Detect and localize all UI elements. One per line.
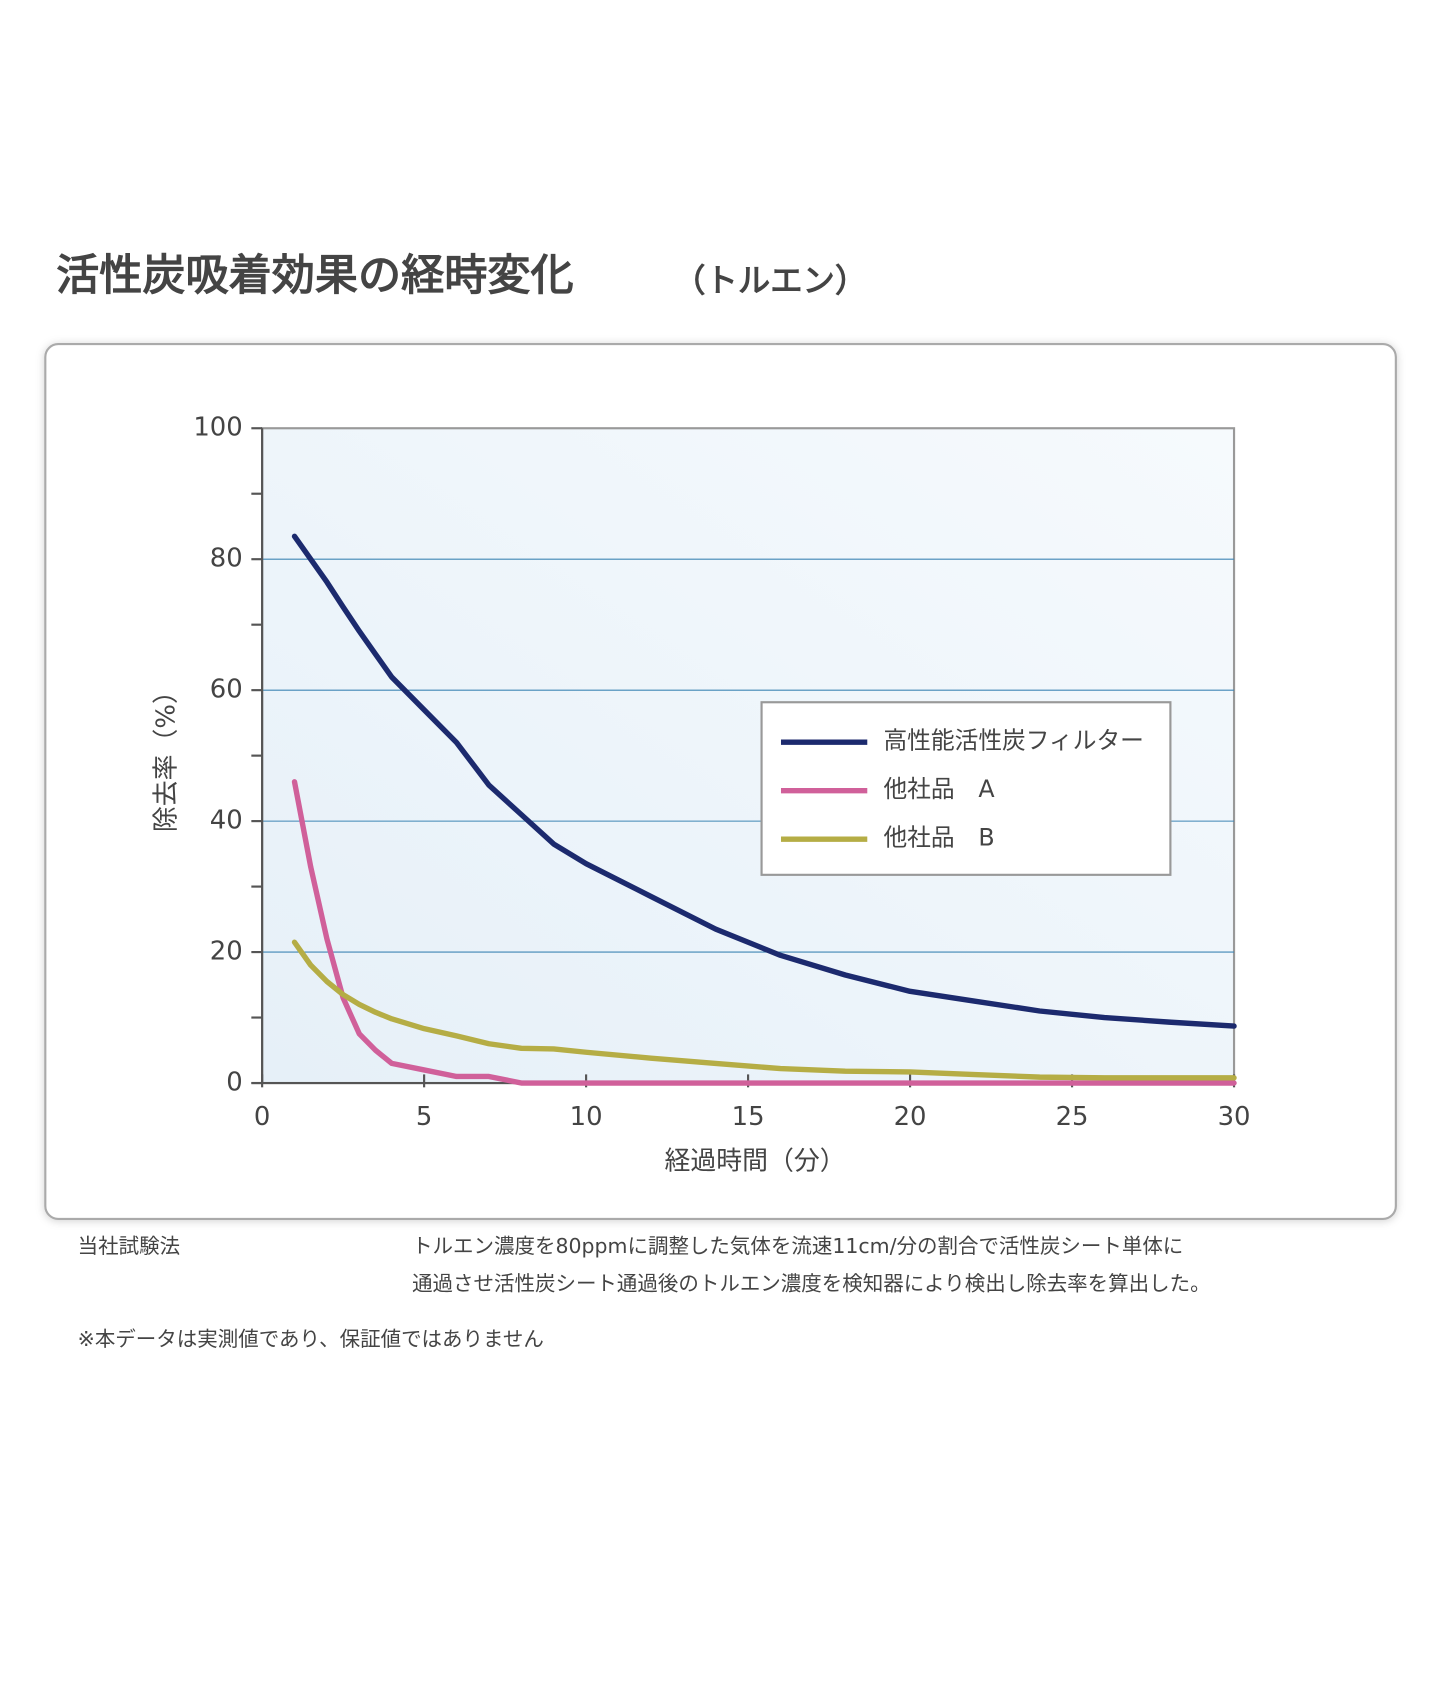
series-line bbox=[291, 939, 1237, 1081]
chart-subtitle: （トルエン） bbox=[673, 262, 867, 300]
x-tick-label: 25 bbox=[1056, 1102, 1089, 1132]
legend-label: 他社品 B bbox=[883, 824, 994, 852]
disclaimer: ※本データは実測値であり、保証値ではありません bbox=[78, 1327, 544, 1351]
y-axis-label: 除去率（%） bbox=[152, 678, 182, 832]
x-tick-label: 30 bbox=[1218, 1102, 1251, 1132]
y-tick-label: 40 bbox=[210, 806, 243, 836]
y-tick-label: 20 bbox=[210, 937, 243, 967]
y-tick-label: 60 bbox=[210, 675, 243, 705]
legend-label: 高性能活性炭フィルター bbox=[883, 727, 1143, 755]
x-tick-label: 15 bbox=[732, 1102, 765, 1132]
y-tick-label: 100 bbox=[193, 413, 242, 443]
x-tick-label: 20 bbox=[894, 1102, 927, 1132]
x-tick-label: 10 bbox=[570, 1102, 603, 1132]
series-line bbox=[291, 779, 1237, 1086]
x-tick-label: 0 bbox=[254, 1102, 270, 1132]
x-tick-label: 5 bbox=[416, 1102, 432, 1132]
y-tick-label: 80 bbox=[210, 544, 243, 574]
method-text: トルエン濃度を80ppmに調整した気体を流速11cm/分の割合で活性炭シート単体… bbox=[412, 1234, 1183, 1258]
y-tick-label: 0 bbox=[226, 1068, 242, 1098]
chart-title: 活性炭吸着効果の経時変化 bbox=[56, 251, 574, 301]
x-axis-label: 経過時間（分） bbox=[665, 1146, 846, 1176]
method-label: 当社試験法 bbox=[78, 1234, 180, 1258]
method-text: 通過させ活性炭シート通過後のトルエン濃度を検知器により検出し除去率を算出した。 bbox=[412, 1272, 1210, 1296]
legend-label: 他社品 A bbox=[883, 775, 995, 803]
series-line bbox=[291, 533, 1237, 1029]
